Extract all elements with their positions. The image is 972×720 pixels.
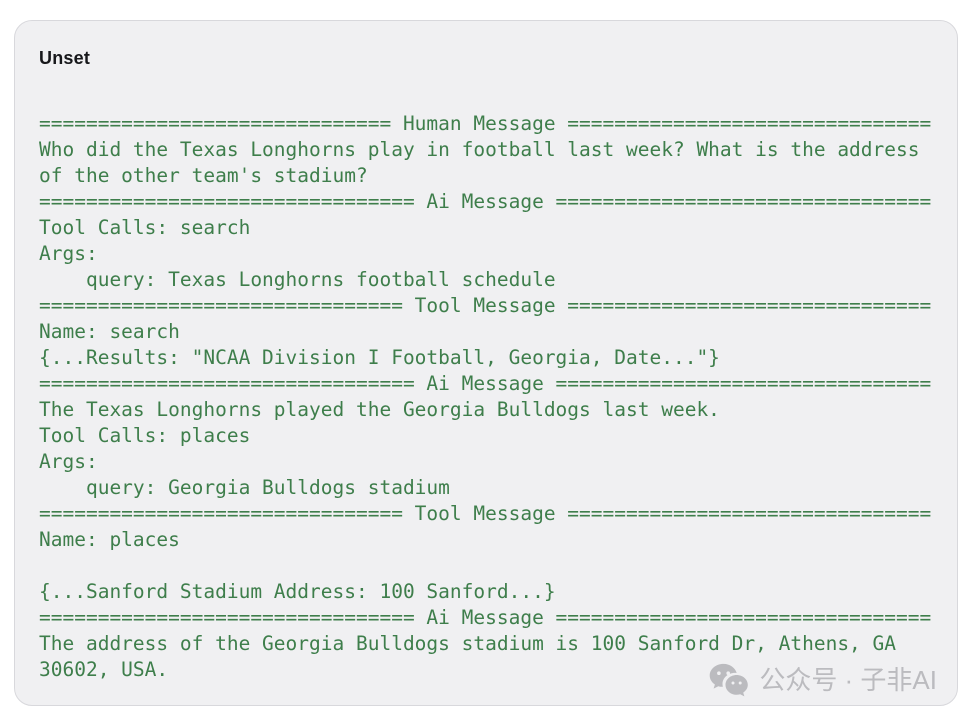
wechat-icon [709, 663, 749, 697]
watermark-label: 公众号 · 子非AI [759, 665, 937, 695]
code-block-card: Unset ============================== Hum… [14, 20, 958, 706]
message-trace-output: ============================== Human Mes… [39, 112, 932, 681]
code-language-label: Unset [39, 48, 91, 68]
watermark: 公众号 · 子非AI [709, 663, 937, 697]
